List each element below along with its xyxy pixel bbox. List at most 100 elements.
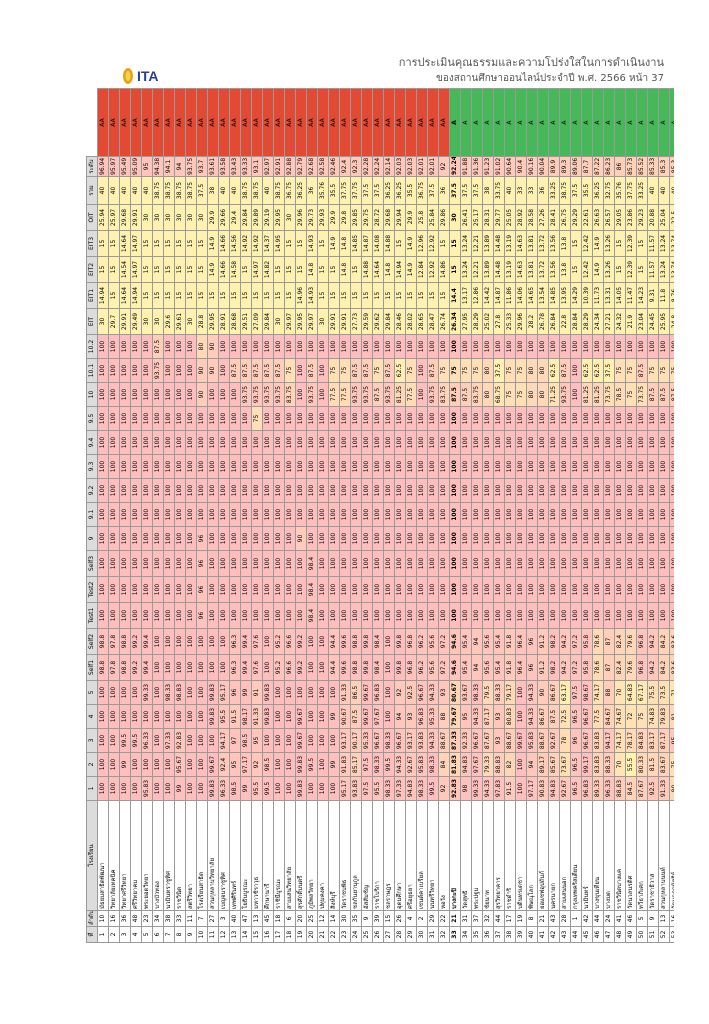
table-cell: 21 [317,926,329,943]
table-cell: 99 [174,776,186,801]
table-cell: 96.5 [570,704,582,729]
table-cell: 38 [504,926,516,943]
table-cell: 96.2 [416,654,428,681]
table-cell: 100 [196,654,208,681]
table-cell: 100 [251,454,263,479]
table-cell: 100 [339,430,351,455]
table-cell: 38.75 [185,176,197,205]
table-cell: 86.23 [603,156,615,177]
table-cell: 11.57 [647,256,659,283]
table-row: 17 18 ราชินีบูรณะ 100 100 100 100 100 95.2 95.2 10… [273,88,285,943]
school-name-cell: วัดสุทธิ [460,800,472,911]
table-cell: 95.5 [372,776,384,801]
level-cell: AA [97,88,109,157]
level-cell: AA [108,88,120,157]
table-cell: 100 [141,576,153,603]
table-cell: 15 [317,282,329,309]
table-cell: 40 [669,176,674,205]
table-cell: 14.9 [207,230,219,257]
table-cell: 100 [229,430,241,455]
table-cell: 81.5 [647,752,659,777]
table-cell: 91.33 [251,704,263,729]
table-cell: 94.2 [647,628,659,655]
table-cell: 100 [317,334,329,359]
table-cell: 90.04 [537,156,549,177]
table-cell: 98.5 [229,776,241,801]
table-cell: 100 [394,602,406,629]
table-cell: 100 [669,454,674,479]
table-cell: 100 [361,430,373,455]
table-cell: 100 [141,602,153,629]
column-header: 9 [86,526,98,551]
table-cell: 100 [636,526,648,551]
table-cell: 14.63 [515,230,527,257]
table-cell: 37 [493,926,505,943]
table-cell: 100 [603,526,615,551]
table-cell: 100 [185,334,197,359]
table-cell: 100 [141,502,153,527]
table-cell: 99.5 [130,728,142,753]
table-cell: 96.5 [570,752,582,777]
table-cell: 29.61 [174,308,186,335]
table-cell: 37.75 [350,176,362,205]
table-cell: 14.08 [372,230,384,257]
table-cell: 100 [262,654,274,681]
table-row: 26 39 ราชโบริกา 95.5 98.33 96.67 97.67 96.83 98.… [372,88,384,943]
level-cell: AA [427,88,439,157]
table-cell: 100 [427,454,439,479]
table-cell: 100 [251,576,263,603]
table-cell: 28.8 [196,308,208,335]
table-cell: 28 [394,926,406,943]
table-cell: 80.67 [449,680,461,705]
table-cell: 92.67 [548,728,560,753]
table-cell: 100 [97,478,109,503]
table-cell: 100 [504,430,516,455]
table-cell: 36.75 [284,176,296,205]
table-cell: 100 [108,776,120,801]
table-cell: 100 [163,576,175,603]
table-cell: 15 [108,256,120,283]
table-cell: 92.03 [405,156,417,177]
table-cell: 100 [141,358,153,383]
table-cell: 100 [647,430,659,455]
table-cell: 14.93 [306,282,318,309]
table-cell: 15 [240,282,252,309]
table-cell: 15 [108,282,120,309]
table-cell: 13.24 [460,230,472,257]
table-cell: 100 [592,576,604,603]
school-name-cell: พระยอดวิทยา [141,800,153,911]
table-cell: 99.33 [141,680,153,705]
table-row: 46 44 บางขุนเทียน 89.33 83.83 83.83 77.5 74.17 7… [592,88,604,943]
table-cell: 99.5 [427,776,439,801]
table-cell: 75 [647,358,659,383]
table-cell: 100 [570,526,582,551]
table-cell: 100 [471,334,483,359]
table-cell: 100 [592,550,604,577]
table-cell: 37.5 [570,176,582,205]
table-cell: 7 [163,926,175,943]
table-cell: 51 [647,926,659,943]
table-cell: 100 [317,704,329,729]
table-cell: 37.75 [339,176,351,205]
table-row: 12 3 เบญจมราชูทิศ 96.33 92.4 94.17 95.5 95.17 10… [218,88,230,943]
table-cell: 15 [207,282,219,309]
table-cell: 9.31 [647,282,659,309]
table-cell: 100 [570,358,582,383]
table-cell: 100 [284,406,296,431]
table-cell: 97.6 [251,628,263,655]
table-cell: 97.83 [493,776,505,801]
table-cell: 99.6 [339,654,351,681]
table-cell: 98.4 [306,576,318,603]
table-cell: 99.8 [361,654,373,681]
table-cell: 100 [163,654,175,681]
table-cell: 100 [119,680,131,705]
table-cell: 100 [317,454,329,479]
table-cell: 100 [416,526,428,551]
table-cell: 93.75 [350,382,362,407]
table-cell: 29.84 [383,308,395,335]
table-cell: 100 [603,550,615,577]
table-cell: 100 [119,526,131,551]
table-cell: 100 [603,576,615,603]
table-cell: 70 [614,752,626,777]
table-cell: 90.83 [537,776,549,801]
